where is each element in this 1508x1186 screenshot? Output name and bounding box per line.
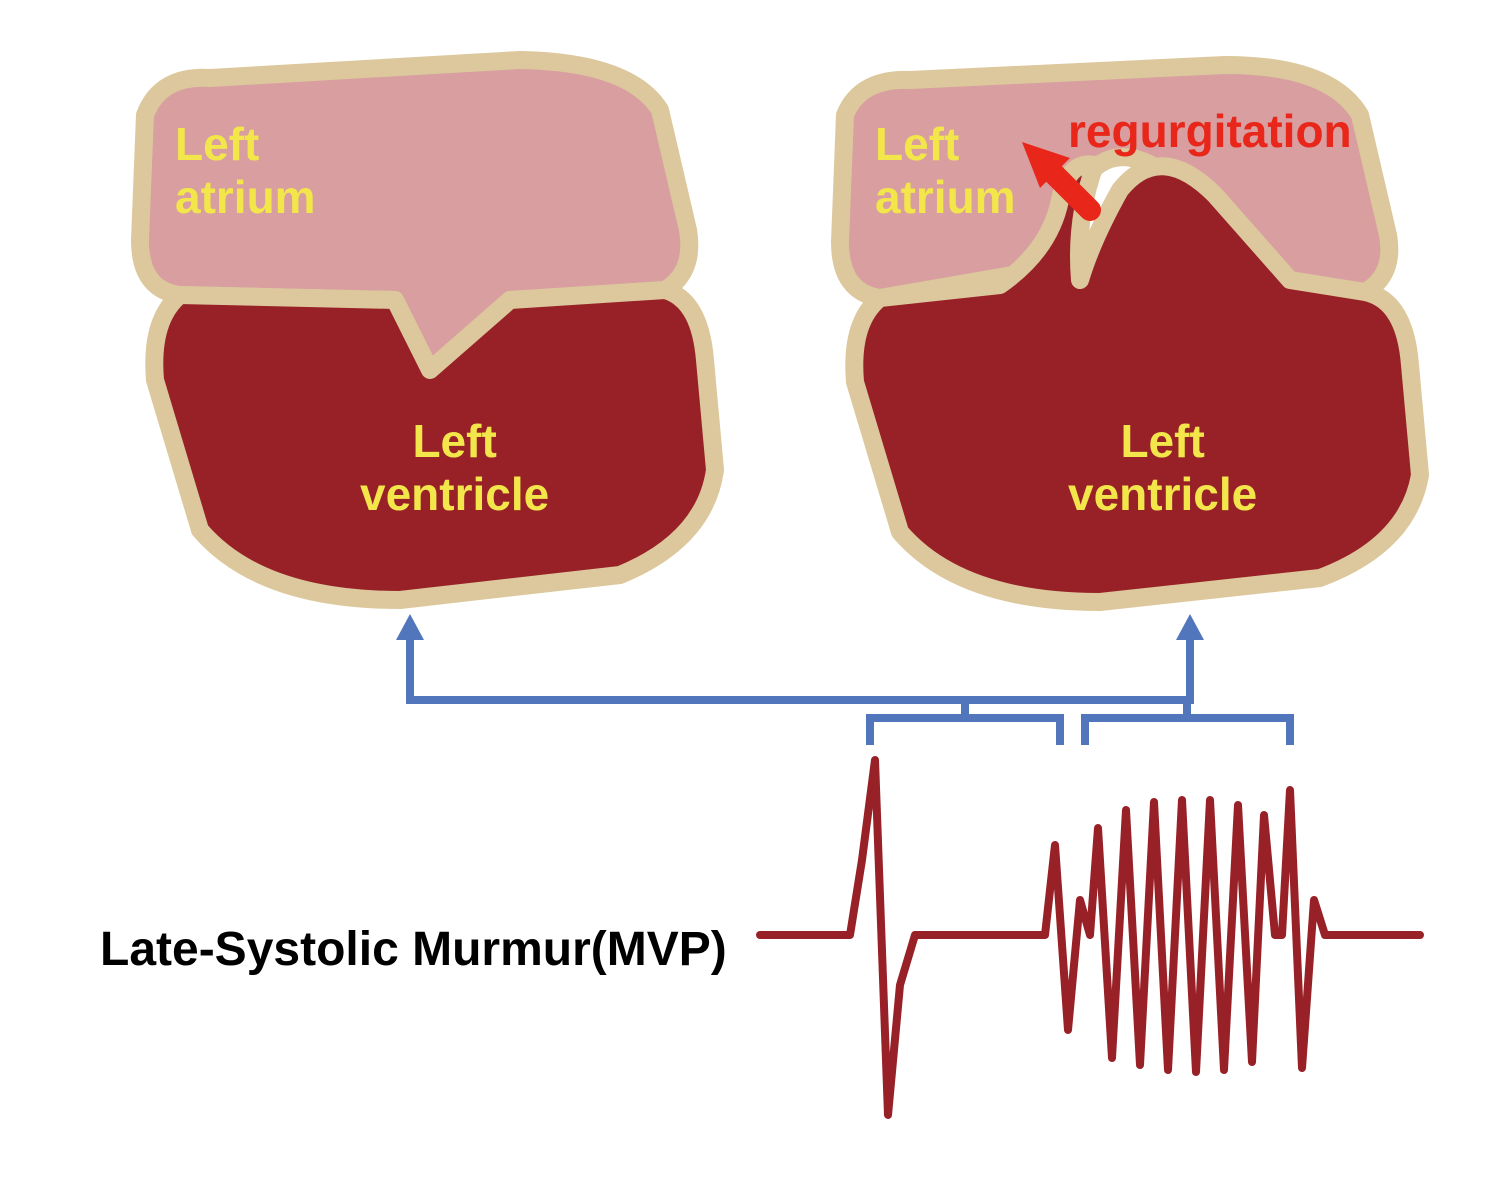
lv2-line1: Left <box>1120 415 1204 467</box>
caption-text: Late-Systolic Murmur(MVP) <box>100 923 727 976</box>
regurg-text: regurgitation <box>1068 105 1352 157</box>
left-atrium-1-label: Left atrium <box>175 118 316 224</box>
la2-line2: atrium <box>875 171 1016 223</box>
left-ventricle-2-label: Left ventricle <box>1068 415 1257 521</box>
lv1-line2: ventricle <box>360 468 549 520</box>
la1-line1: Left <box>175 118 259 170</box>
la2-line1: Left <box>875 118 959 170</box>
la1-line2: atrium <box>175 171 316 223</box>
lv2-line2: ventricle <box>1068 468 1257 520</box>
left-ventricle-1-label: Left ventricle <box>360 415 549 521</box>
left-atrium-2-label: Left atrium <box>875 118 1016 224</box>
connector-arrows <box>396 614 1290 745</box>
phonocardiogram <box>760 760 1420 1115</box>
lv1-line1: Left <box>412 415 496 467</box>
caption-label: Late-Systolic Murmur(MVP) <box>100 922 727 977</box>
regurgitation-label: regurgitation <box>1068 105 1352 158</box>
